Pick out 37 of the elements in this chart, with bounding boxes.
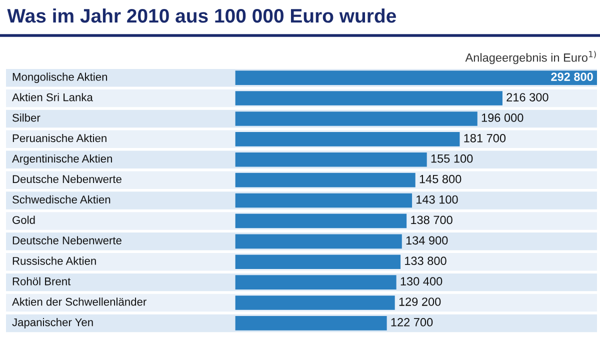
data-label: 216 300 xyxy=(506,93,548,102)
bar xyxy=(235,275,396,290)
bar xyxy=(235,296,395,310)
y-tick-label: Deutsche Nebenwerte xyxy=(12,236,122,244)
y-tick-label: Mongolische Aktien xyxy=(12,72,108,84)
chart-title: Was im Jahr 2010 aus 100 000 Euro wurde xyxy=(7,8,396,23)
y-tick-label: Peruanische Aktien xyxy=(12,134,106,142)
bar xyxy=(235,316,387,330)
y-tick-label: Argentinische Aktien xyxy=(12,154,112,165)
bar xyxy=(235,234,402,249)
y-tick-label: Aktien der Schwellenländer xyxy=(12,298,146,306)
y-tick-label: Gold xyxy=(12,216,35,224)
bar xyxy=(235,254,401,270)
bar xyxy=(235,152,427,167)
data-label: 145 800 xyxy=(420,174,462,184)
bar xyxy=(235,193,412,208)
y-tick-label: Schwedische Aktien xyxy=(12,195,110,204)
x-axis-title: Anlageergebnis in Euro$^{1)}$ xyxy=(465,50,596,64)
data-label: 134 900 xyxy=(406,236,448,245)
data-label: 143 100 xyxy=(416,195,458,204)
y-tick-label: Silber xyxy=(12,114,40,122)
data-label: 181 700 xyxy=(464,134,506,142)
bar xyxy=(235,172,416,188)
data-label: 133 800 xyxy=(405,256,446,266)
y-tick-label: Deutsche Nebenwerte xyxy=(12,174,122,184)
data-label: 122 700 xyxy=(391,318,433,326)
y-tick-label: Japanischer Yen xyxy=(12,318,93,328)
y-tick-label: Russische Aktien xyxy=(12,256,96,265)
y-tick-label: Rohöl Brent xyxy=(12,277,71,286)
y-tick-label: Aktien Sri Lanka xyxy=(12,93,93,102)
bar xyxy=(235,214,407,228)
data-label: 130 400 xyxy=(400,277,442,286)
data-label: 292 800 xyxy=(551,72,593,81)
data-label: 196 000 xyxy=(482,114,524,122)
data-label: 155 100 xyxy=(431,154,473,163)
data-label: 129 200 xyxy=(399,298,441,306)
data-label: 138 700 xyxy=(411,216,452,224)
